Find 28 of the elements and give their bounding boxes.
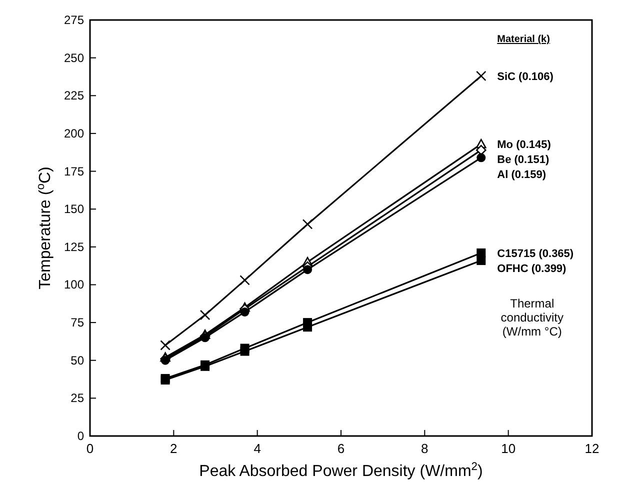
x-tick-label: 0 [86, 441, 94, 456]
series-label: Mo (0.145) [497, 139, 552, 152]
legend-title: Material (k) [497, 34, 550, 45]
y-tick-label: 100 [64, 278, 84, 292]
x-tick-label: 6 [337, 441, 345, 456]
y-tick-label: 150 [64, 202, 84, 216]
y-tick-label: 225 [64, 88, 84, 103]
y-tick-label: 0 [77, 429, 84, 443]
x-axis-title: Peak Absorbed Power Density (W/mm$^{2}$) [199, 461, 483, 480]
x-tick-label: 8 [421, 441, 428, 456]
x-tick-label: 12 [584, 441, 600, 456]
series-label: Al (0.159) [497, 169, 546, 182]
annotation: Thermal conductivity (W/mm °C) [500, 296, 564, 338]
y-tick-label: 125 [64, 240, 84, 254]
y-tick-label: 275 [64, 13, 84, 27]
x-tick-label: 4 [254, 441, 261, 456]
x-tick-label: 10 [501, 441, 516, 456]
y-tick-label: 75 [70, 316, 84, 330]
y-tick-label: 175 [64, 164, 84, 178]
y-tick-label: 25 [70, 391, 84, 406]
y-tick-label: 50 [70, 353, 84, 368]
series-label: OFHC (0.399) [497, 262, 567, 275]
series-label: SiC (0.106) [497, 70, 554, 83]
x-tick-label: 2 [170, 441, 178, 456]
series-label: Be (0.151) [497, 154, 550, 166]
series-label: C15715 (0.365) [497, 248, 574, 260]
y-tick-label: 200 [64, 126, 84, 140]
y-tick-label: 250 [64, 50, 84, 65]
